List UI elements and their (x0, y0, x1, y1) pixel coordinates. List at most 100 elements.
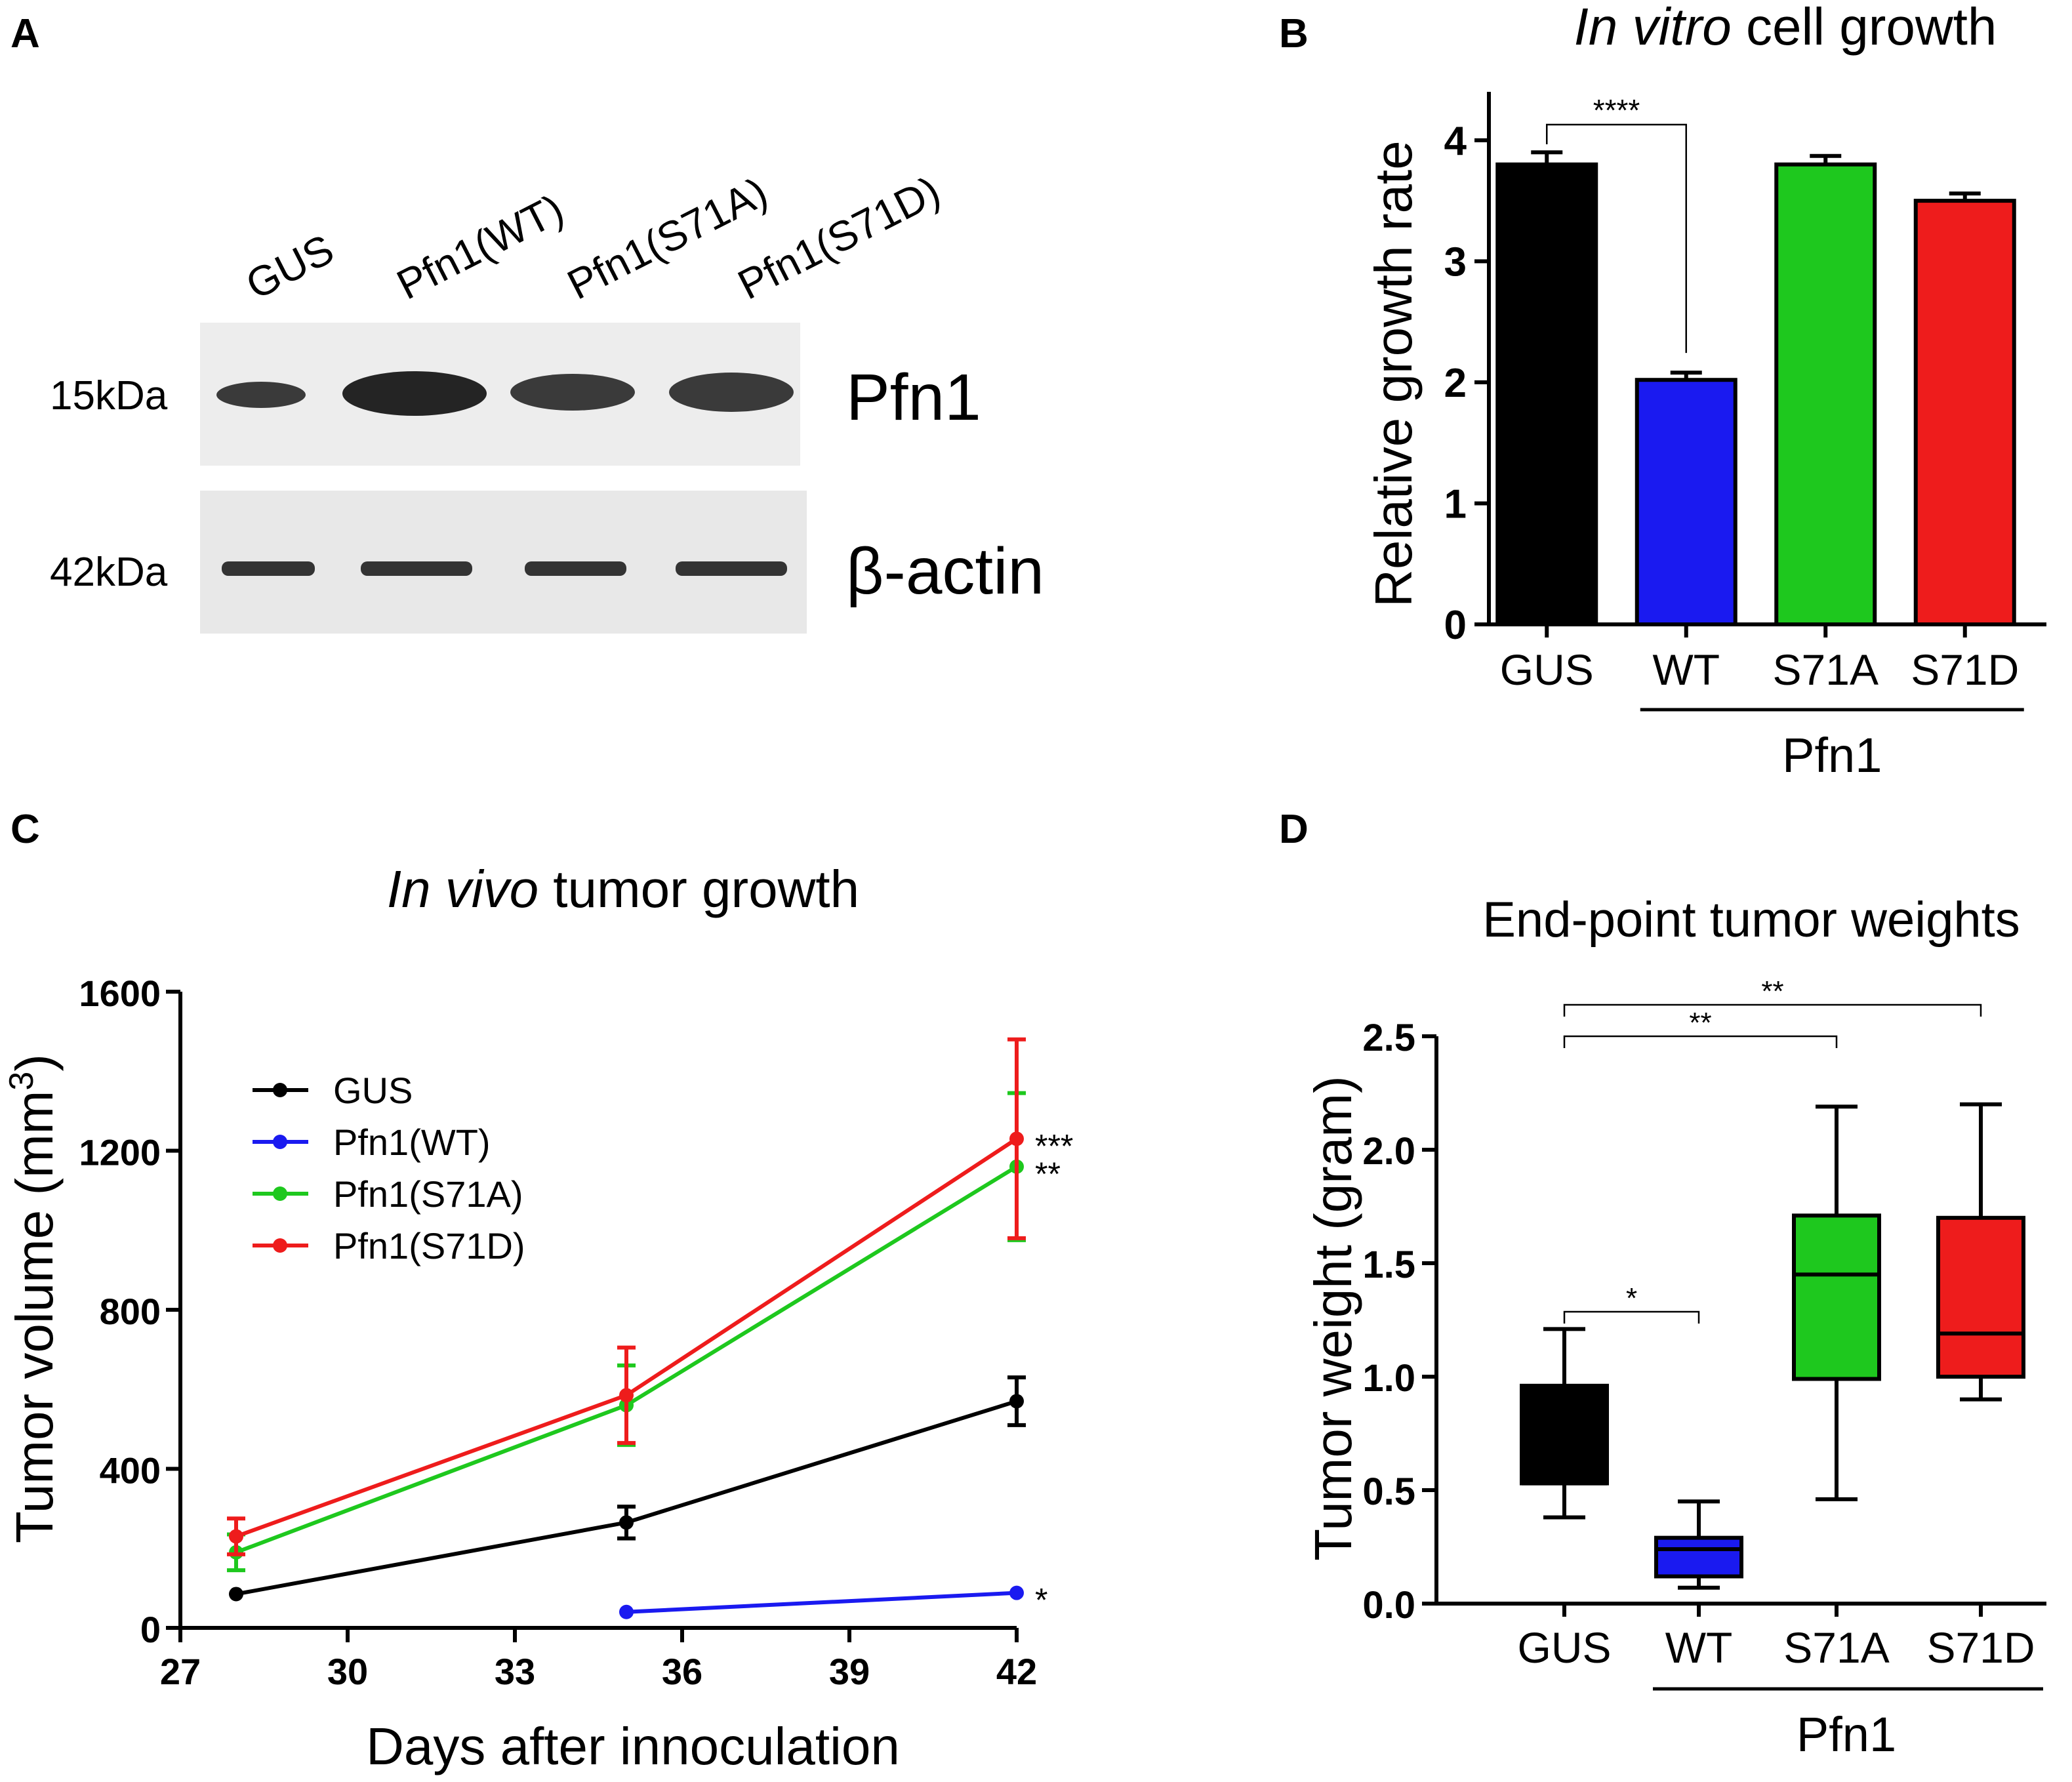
marker-42kda: 42kDa (50, 550, 168, 595)
chart-d-ytick-label: 2.5 (1362, 1017, 1415, 1059)
chart-d-category-label: S71A (1783, 1623, 1889, 1672)
chart-b-ylabel: Relative growth rate (1364, 140, 1423, 607)
chart-c-point (229, 1587, 243, 1602)
chart-c-xtick-label: 36 (662, 1651, 702, 1692)
chart-b-ytick-label: 2 (1444, 361, 1467, 406)
chart-b-bar (1495, 162, 1598, 626)
chart-d-ytick-label: 2.0 (1362, 1130, 1415, 1173)
chart-b-bar (1913, 199, 2016, 627)
pfn1-band (216, 382, 306, 408)
chart-d-significance-bracket (1563, 1003, 1982, 1017)
chart-d-ytick-label: 1.0 (1362, 1357, 1415, 1400)
chart-c-ylabel-main: Tumor volume (mm (5, 1091, 64, 1543)
actin-band (222, 561, 315, 576)
protein-label-actin: β-actin (846, 535, 1044, 608)
chart-c-ylabel: Tumor volume (mm3) (3, 1054, 64, 1543)
chart-d-ytick-label: 0.5 (1362, 1470, 1415, 1513)
chart-c-title-rest: tumor growth (538, 860, 859, 918)
marker-15kda: 15kDa (50, 373, 168, 418)
chart-b-title-italic: In vitro (1574, 0, 1732, 56)
chart-c-legend-label: GUS (333, 1070, 413, 1111)
panel-label-b: B (1279, 11, 1309, 56)
chart-c-ytick-label: 1200 (79, 1132, 161, 1173)
chart-c-title-italic: In vivo (387, 860, 538, 918)
actin-band (676, 561, 787, 576)
chart-c-significance-label: *** (1035, 1127, 1073, 1164)
chart-c-point (1009, 1394, 1024, 1409)
chart-c-ylabel-end: ) (5, 1054, 64, 1072)
panel-label-c: C (10, 807, 40, 852)
chart-b-group-label: Pfn1 (1782, 728, 1882, 782)
chart-d-category-label: S71D (1926, 1623, 2035, 1672)
chart-d-box (1654, 1535, 1743, 1579)
actin-band (525, 561, 626, 576)
chart-b-ytick-label: 4 (1444, 119, 1467, 164)
chart-c-ytick-label: 400 (100, 1450, 161, 1491)
chart-c-ytick-label: 800 (100, 1291, 161, 1332)
chart-b-ytick-label: 1 (1444, 481, 1467, 527)
protein-label-pfn1: Pfn1 (846, 361, 981, 434)
chart-c-ytick-label: 1600 (79, 973, 161, 1014)
chart-c-legend-marker (273, 1083, 287, 1097)
actin-bands (222, 561, 787, 576)
chart-d-box (1792, 1213, 1881, 1381)
actin-band (361, 561, 472, 576)
chart-c: 0 400 800 1200 1600 27 30 33 36 39 42 GUS * Pfn1(WT) *… (79, 973, 1073, 1692)
chart-b-bar (1774, 162, 1877, 626)
pfn1-bands (216, 371, 794, 416)
blot-lane-label: GUS (239, 225, 341, 308)
chart-c-point (619, 1515, 634, 1530)
chart-b-bar (1635, 378, 1737, 627)
chart-b-category-label: S71D (1911, 645, 2019, 694)
chart-d-category-label: GUS (1517, 1623, 1611, 1672)
chart-b-title: In vitro cell growth (1574, 0, 1997, 56)
chart-d-significance-label: ** (1689, 1007, 1711, 1039)
chart-c-xtick-label: 42 (996, 1651, 1037, 1692)
chart-c-legend-label: Pfn1(S71A) (333, 1173, 523, 1215)
chart-c-legend-label: Pfn1(WT) (333, 1122, 491, 1163)
chart-d-category-label: WT (1665, 1623, 1733, 1672)
chart-d-box (1936, 1215, 2025, 1379)
chart-c-ytick-label: 0 (140, 1609, 161, 1650)
chart-c-point (1009, 1131, 1024, 1146)
chart-c-legend-label: Pfn1(S71D) (333, 1225, 525, 1266)
chart-c-xtick-label: 30 (327, 1651, 368, 1692)
chart-c-significance-label: * (1035, 1582, 1047, 1619)
chart-d-significance-bracket (1563, 1035, 1838, 1048)
blot-lane-labels: GUS Pfn1(WT) Pfn1(S71A) Pfn1(S71D) (239, 167, 948, 309)
panel-label-d: D (1279, 807, 1309, 852)
chart-c-point (1009, 1585, 1024, 1600)
chart-c-legend-marker (273, 1238, 287, 1253)
chart-c-point (229, 1529, 243, 1544)
chart-d-ytick-label: 0.0 (1362, 1584, 1415, 1627)
pfn1-band (669, 373, 794, 412)
chart-c-legend-marker (273, 1186, 287, 1201)
chart-d-title: End-point tumor weights (1482, 892, 2020, 948)
chart-b-title-rest: cell growth (1732, 0, 1997, 56)
chart-c-legend-marker (273, 1135, 287, 1149)
chart-c-xlabel: Days after innoculation (366, 1717, 900, 1775)
chart-b-category-label: WT (1652, 645, 1720, 694)
panel-label-a: A (10, 11, 40, 56)
chart-b-ytick-label: 3 (1444, 239, 1467, 285)
chart-c-title: In vivo tumor growth (387, 860, 859, 918)
chart-d-box (1520, 1383, 1609, 1486)
chart-b-category-label: GUS (1500, 645, 1594, 694)
chart-d-significance-label: ** (1761, 975, 1783, 1007)
pfn1-band (342, 371, 487, 416)
chart-d-group-label: Pfn1 (1797, 1707, 1896, 1762)
chart-c-xtick-label: 33 (495, 1651, 535, 1692)
chart-b-significance-bracket (1546, 123, 1687, 354)
chart-c-xtick-label: 39 (829, 1651, 870, 1692)
pfn1-band (510, 374, 635, 411)
chart-c-xtick-label: 27 (160, 1651, 201, 1692)
chart-c-point (619, 1388, 634, 1403)
chart-c-significance-label: ** (1035, 1156, 1061, 1192)
chart-d-ytick-label: 1.5 (1362, 1244, 1415, 1286)
chart-c-point (619, 1604, 634, 1619)
chart-d-ylabel: Tumor weight (gram) (1304, 1076, 1362, 1560)
chart-b-category-label: S71A (1773, 645, 1879, 694)
chart-d-significance-bracket (1563, 1310, 1700, 1324)
